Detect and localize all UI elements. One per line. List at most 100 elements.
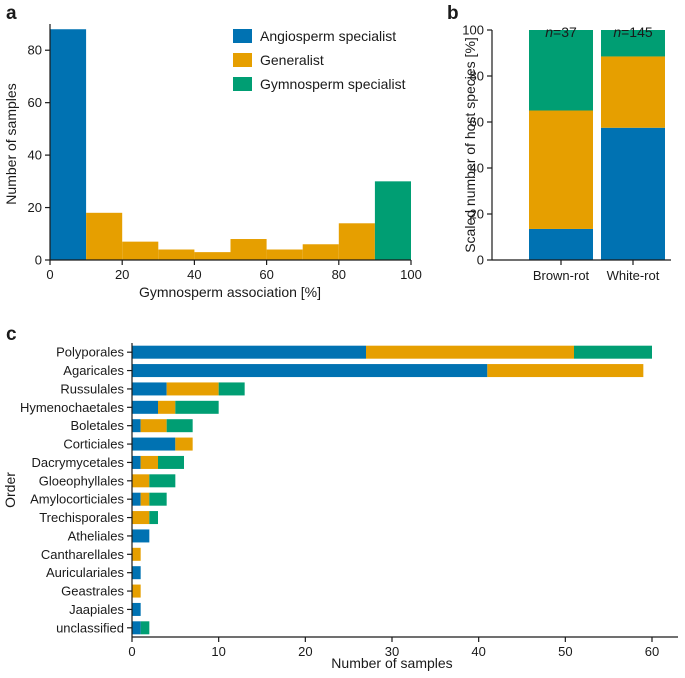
- stacked-bar-geastrales-generalist: [132, 584, 141, 598]
- stacked-bar-agaricales-angiosperm: [132, 364, 488, 378]
- category-label-geastrales: Geastrales: [61, 584, 124, 599]
- histogram-bar-20-30: [122, 241, 159, 260]
- stacked-bar-auriculariales-angiosperm: [132, 566, 141, 580]
- histogram-bar-60-70: [266, 249, 303, 260]
- stacked-bar-boletales-generalist: [140, 419, 167, 433]
- panel-a-label: a: [6, 3, 17, 24]
- x-tick-label: 40: [471, 644, 485, 659]
- y-tick-label: 80: [470, 69, 484, 84]
- category-label-corticiales: Corticiales: [63, 437, 124, 452]
- category-label-dacrymycetales: Dacrymycetales: [32, 455, 125, 470]
- legend-label-gymnosperm: Gymnosperm specialist: [260, 76, 406, 92]
- stacked-bar-russulales-angiosperm: [132, 382, 167, 396]
- legend-swatch-angiosperm: [233, 29, 252, 43]
- panel-c-x-axis-title: Number of samples: [331, 655, 452, 671]
- histogram-bar-50-60: [230, 239, 267, 260]
- x-tick-label: 10: [211, 644, 225, 659]
- category-label-brown-rot: Brown-rot: [533, 268, 590, 283]
- stacked-bar-polyporales-generalist: [366, 345, 574, 359]
- panel-c: c 0 10 20 30 40 50 60 Polyporales Agaricales Rus…: [2, 324, 678, 671]
- stacked-bar-unclassified-gymnosperm: [140, 621, 150, 635]
- histogram-bar-90-100: [374, 181, 411, 260]
- category-label-polyporales: Polyporales: [56, 345, 124, 360]
- category-label-trechisporales: Trechisporales: [39, 510, 124, 525]
- panel-c-label: c: [6, 324, 17, 345]
- panel-b-label: b: [447, 3, 459, 24]
- category-label-white-rot: White-rot: [607, 268, 660, 283]
- panel-b-y-axis-title: Scaled number of host species [%]: [462, 37, 478, 253]
- n-label-white-rot: n=145: [613, 24, 653, 40]
- category-label-unclassified: unclassified: [56, 620, 124, 635]
- stacked-bar-white-rot-gymnosperm: [601, 30, 665, 57]
- panel-c-y-axis-title: Order: [2, 472, 18, 508]
- x-tick-label: 20: [115, 267, 129, 282]
- y-tick-label: 60: [470, 115, 484, 130]
- stacked-bar-hymenochaetales-gymnosperm: [175, 400, 219, 414]
- x-tick-label: 60: [645, 644, 659, 659]
- category-label-boletales: Boletales: [71, 418, 125, 433]
- y-tick-label: 40: [28, 148, 42, 163]
- panel-c-category-labels: Polyporales Agaricales Russulales Hymenocha…: [20, 345, 132, 635]
- n-label-brown-rot: n=37: [545, 24, 577, 40]
- stacked-bar-brown-rot-angiosperm: [529, 228, 593, 260]
- legend-label-angiosperm: Angiosperm specialist: [260, 28, 396, 44]
- x-tick-label: 20: [298, 644, 312, 659]
- y-tick-label: 100: [462, 23, 484, 38]
- stacked-bar-russulales-generalist: [166, 382, 219, 396]
- stacked-bar-polyporales-angiosperm: [132, 345, 366, 359]
- category-label-auriculariales: Auriculariales: [46, 565, 125, 580]
- x-tick-label: 50: [558, 644, 572, 659]
- panel-b-y-ticks: 0 20 40 60 80 100: [462, 23, 492, 268]
- histogram-bar-10-20: [86, 212, 123, 260]
- stacked-bar-trechisporales-gymnosperm: [149, 511, 158, 525]
- panel-a-x-axis-title: Gymnosperm association [%]: [139, 284, 321, 300]
- y-tick-label: 60: [28, 95, 42, 110]
- category-label-agaricales: Agaricales: [63, 363, 124, 378]
- histogram-bar-80-90: [338, 223, 375, 260]
- stacked-bar-amylocorticiales-angiosperm: [132, 492, 141, 506]
- stacked-bar-agaricales-generalist: [487, 364, 644, 378]
- category-label-jaapiales: Jaapiales: [69, 602, 124, 617]
- stacked-bar-gloeophyllales-generalist: [132, 474, 150, 488]
- stacked-bar-polyporales-gymnosperm: [574, 345, 652, 359]
- n-value: =37: [553, 24, 577, 40]
- panel-c-bars: [132, 345, 652, 635]
- stacked-bar-dacrymycetales-angiosperm: [132, 455, 141, 469]
- panel-a-bars: [50, 29, 411, 260]
- stacked-bar-boletales-gymnosperm: [166, 419, 193, 433]
- category-label-atheliales: Atheliales: [68, 528, 125, 543]
- n-value: =145: [621, 24, 653, 40]
- histogram-bar-70-80: [302, 244, 339, 260]
- category-label-gloeophyllales: Gloeophyllales: [39, 473, 125, 488]
- n-symbol: n: [545, 24, 553, 40]
- histogram-bar-30-40: [158, 249, 195, 260]
- legend: Angiosperm specialist Generalist Gymnosp…: [233, 28, 406, 92]
- stacked-bar-jaapiales-angiosperm: [132, 602, 141, 616]
- stacked-bar-boletales-angiosperm: [132, 419, 141, 433]
- y-tick-label: 40: [470, 161, 484, 176]
- panel-c-x-ticks: 0 10 20 30 40 50 60: [128, 637, 659, 659]
- stacked-bar-hymenochaetales-angiosperm: [132, 400, 158, 414]
- category-label-amylocorticiales: Amylocorticiales: [30, 492, 124, 507]
- stacked-bar-unclassified-angiosperm: [132, 621, 141, 635]
- stacked-bar-russulales-gymnosperm: [218, 382, 245, 396]
- stacked-bar-white-rot-generalist: [601, 56, 665, 128]
- stacked-bar-hymenochaetales-generalist: [158, 400, 176, 414]
- x-tick-label: 100: [400, 267, 422, 282]
- x-tick-label: 80: [332, 267, 346, 282]
- y-tick-label: 0: [35, 253, 42, 268]
- x-tick-label: 0: [128, 644, 135, 659]
- stacked-bar-white-rot-angiosperm: [601, 127, 665, 260]
- y-tick-label: 20: [28, 200, 42, 215]
- y-tick-label: 80: [28, 43, 42, 58]
- category-label-russulales: Russulales: [60, 381, 124, 396]
- y-tick-label: 0: [477, 253, 484, 268]
- legend-swatch-generalist: [233, 53, 252, 67]
- panel-b-bars: [529, 30, 665, 260]
- panel-a: a 0 20 40 60 80 100 0 20 40 60 80 Gymnosperm asso…: [3, 3, 422, 300]
- x-tick-label: 0: [46, 267, 53, 282]
- stacked-bar-dacrymycetales-gymnosperm: [158, 455, 184, 469]
- stacked-bar-trechisporales-generalist: [132, 511, 150, 525]
- x-tick-label: 60: [259, 267, 273, 282]
